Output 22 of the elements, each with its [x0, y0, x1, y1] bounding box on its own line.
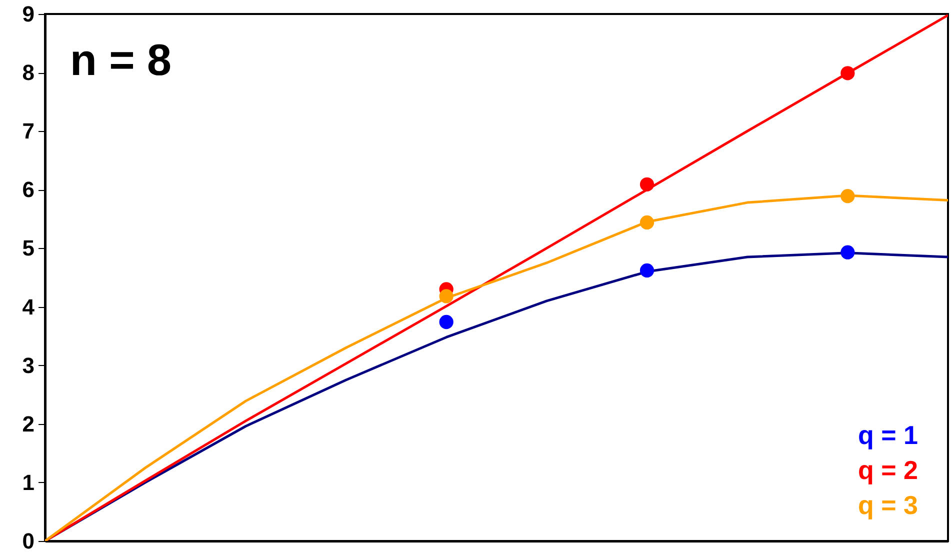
y-tick-label: 7 [22, 118, 34, 144]
y-tick-label: 0 [22, 528, 34, 554]
y-tick-label: 6 [22, 177, 34, 202]
point [840, 245, 855, 260]
y-tick-label: 9 [22, 2, 34, 26]
y-tick-label: 8 [22, 60, 34, 86]
text: q = 3 [858, 490, 918, 520]
point [640, 177, 654, 192]
text: q = 1 [858, 420, 918, 450]
annotation: n = 8 [70, 36, 172, 85]
point [640, 215, 654, 230]
point [439, 314, 454, 330]
point [840, 189, 855, 204]
y-tick-label: 1 [22, 470, 34, 495]
y-tick-label: 3 [22, 352, 34, 378]
point [439, 289, 454, 304]
point [840, 66, 855, 80]
y-tick-label: 4 [22, 294, 36, 320]
y-tick-label: 5 [22, 236, 34, 261]
point [640, 263, 654, 278]
y-tick-label: 2 [22, 411, 34, 436]
text: q = 2 [858, 455, 918, 485]
